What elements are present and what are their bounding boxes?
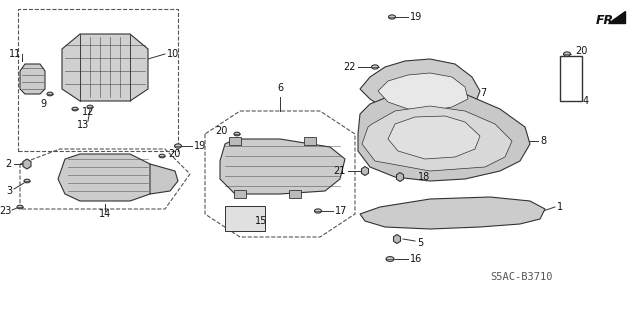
- Bar: [289, 190, 301, 198]
- Ellipse shape: [386, 256, 394, 261]
- Text: 20: 20: [168, 149, 180, 159]
- Text: 13: 13: [77, 120, 89, 130]
- Text: 5: 5: [417, 238, 423, 248]
- Ellipse shape: [87, 105, 93, 109]
- Text: 19: 19: [194, 141, 206, 151]
- Text: 16: 16: [410, 254, 422, 264]
- Ellipse shape: [371, 65, 378, 69]
- Ellipse shape: [24, 179, 30, 183]
- Bar: [304, 137, 316, 145]
- Text: 7: 7: [480, 88, 486, 98]
- Ellipse shape: [234, 132, 240, 136]
- Text: 6: 6: [277, 83, 283, 93]
- Text: 19: 19: [410, 12, 422, 22]
- Polygon shape: [360, 59, 480, 119]
- Polygon shape: [362, 167, 369, 175]
- Polygon shape: [388, 116, 480, 159]
- Text: 22: 22: [344, 62, 356, 72]
- Polygon shape: [150, 164, 178, 194]
- Ellipse shape: [17, 205, 23, 209]
- Text: S5AC-B3710: S5AC-B3710: [490, 272, 552, 282]
- Polygon shape: [360, 197, 545, 229]
- Ellipse shape: [175, 144, 182, 148]
- Text: 3: 3: [6, 186, 12, 196]
- Text: 20: 20: [216, 126, 228, 136]
- Polygon shape: [397, 173, 403, 182]
- Text: 15: 15: [255, 216, 268, 226]
- Text: 9: 9: [40, 99, 46, 109]
- Bar: [234, 190, 246, 198]
- Polygon shape: [378, 73, 468, 111]
- Ellipse shape: [563, 52, 570, 56]
- Ellipse shape: [314, 209, 321, 213]
- Text: FR.: FR.: [596, 14, 619, 27]
- Polygon shape: [58, 154, 155, 201]
- Polygon shape: [608, 11, 625, 23]
- Polygon shape: [362, 106, 512, 171]
- Ellipse shape: [388, 15, 396, 19]
- Text: 8: 8: [540, 136, 546, 146]
- Ellipse shape: [47, 92, 53, 96]
- Text: 21: 21: [333, 166, 346, 176]
- Text: 17: 17: [335, 206, 348, 216]
- Polygon shape: [394, 234, 401, 243]
- Text: 18: 18: [418, 172, 430, 182]
- Text: 4: 4: [583, 96, 589, 106]
- Polygon shape: [62, 34, 148, 101]
- Polygon shape: [358, 89, 530, 181]
- Ellipse shape: [159, 154, 165, 158]
- Text: 1: 1: [557, 202, 563, 212]
- Text: 12: 12: [82, 107, 94, 117]
- Polygon shape: [23, 159, 31, 169]
- Text: 10: 10: [167, 49, 179, 59]
- Polygon shape: [220, 139, 345, 194]
- Text: 2: 2: [6, 159, 12, 169]
- Polygon shape: [20, 64, 45, 94]
- Bar: [225, 206, 265, 231]
- Text: 20: 20: [575, 46, 588, 56]
- Ellipse shape: [72, 107, 78, 111]
- Text: 23: 23: [0, 206, 12, 216]
- Text: 14: 14: [99, 209, 111, 219]
- Bar: [229, 137, 241, 145]
- Text: 11: 11: [9, 49, 21, 59]
- Bar: [560, 56, 582, 101]
